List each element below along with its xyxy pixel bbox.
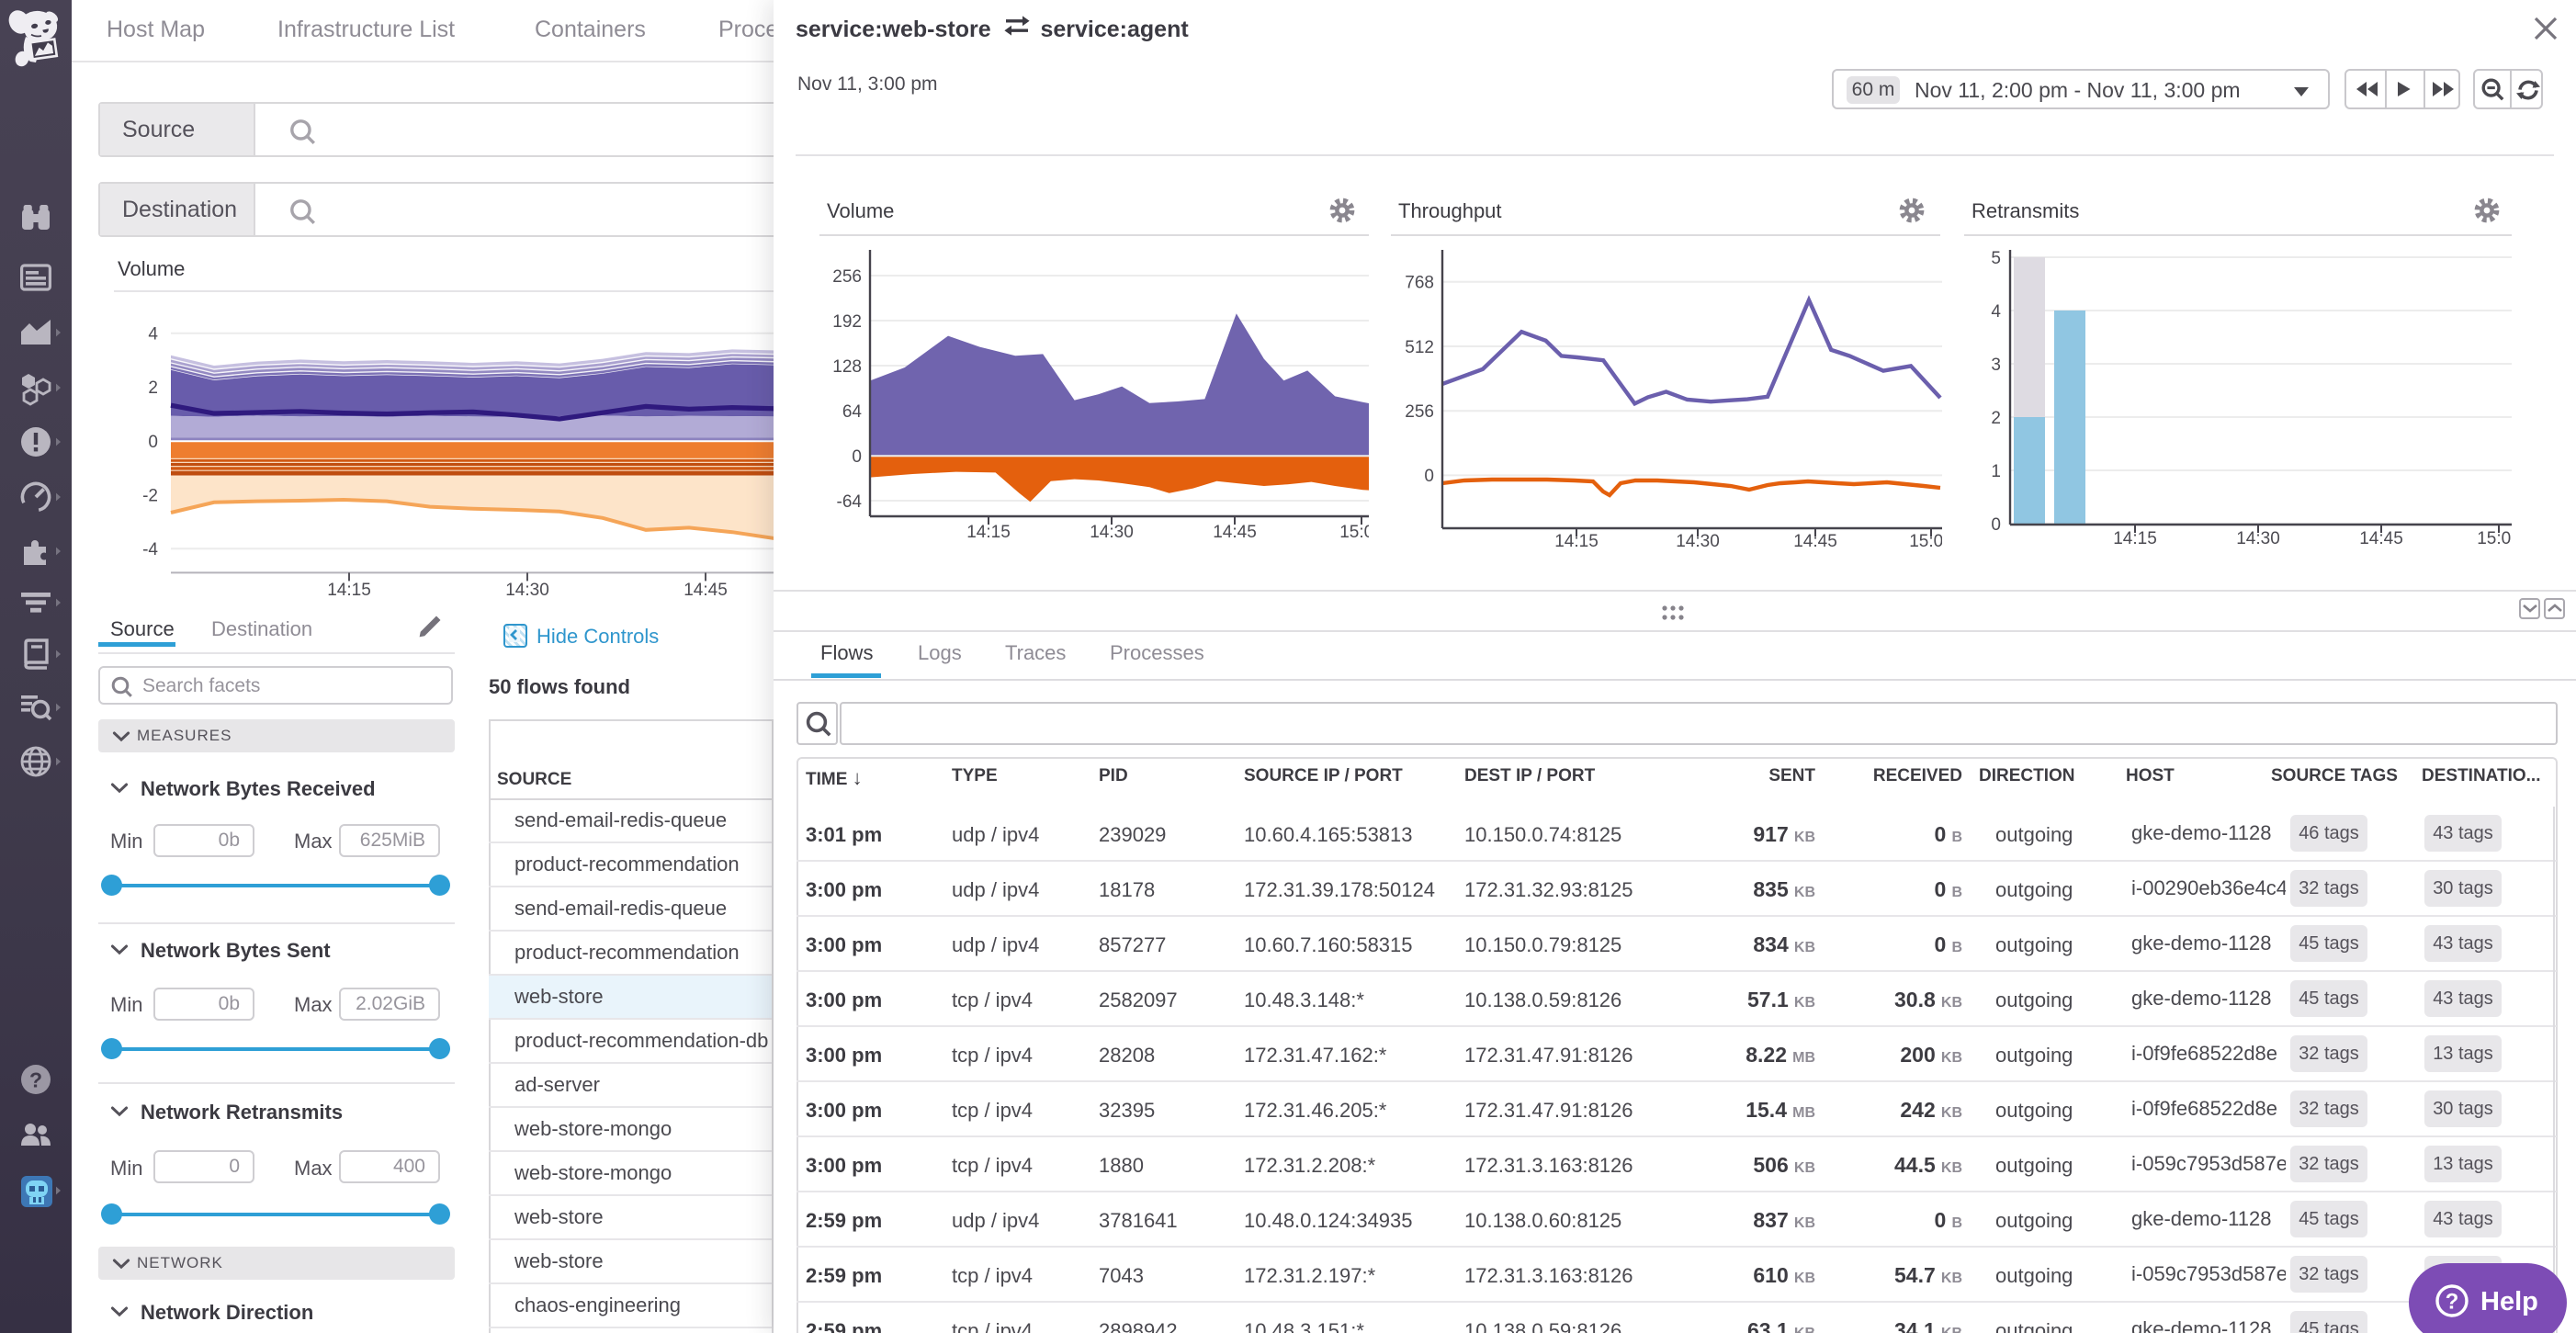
svg-text:14:15: 14:15 (2113, 529, 2157, 548)
svg-text:14:15: 14:15 (1554, 532, 1599, 551)
svg-text:0: 0 (1424, 467, 1434, 486)
svg-text:14:45: 14:45 (2359, 529, 2403, 548)
svg-text:1: 1 (1991, 462, 2001, 481)
svg-text:14:30: 14:30 (505, 581, 549, 600)
svg-text:2: 2 (1991, 409, 2001, 428)
svg-text:15:00: 15:00 (1339, 523, 1369, 542)
svg-text:14:30: 14:30 (1090, 523, 1134, 542)
svg-text:128: 128 (832, 357, 862, 377)
svg-text:192: 192 (832, 312, 862, 332)
svg-text:64: 64 (842, 402, 863, 422)
svg-text:-2: -2 (142, 486, 158, 505)
svg-text:4: 4 (148, 325, 158, 345)
svg-text:14:15: 14:15 (966, 523, 1011, 542)
svg-text:14:45: 14:45 (1793, 532, 1837, 551)
svg-text:0: 0 (1991, 515, 2001, 535)
svg-text:15:00: 15:00 (1909, 532, 1942, 551)
svg-text:5: 5 (1991, 249, 2001, 268)
svg-text:256: 256 (832, 267, 862, 287)
svg-text:14:45: 14:45 (1213, 523, 1257, 542)
svg-text:2: 2 (148, 378, 158, 398)
svg-text:-64: -64 (837, 492, 863, 512)
svg-text:14:45: 14:45 (684, 581, 728, 600)
svg-text:15:00: 15:00 (2477, 529, 2512, 548)
svg-text:0: 0 (148, 433, 158, 452)
svg-text:14:15: 14:15 (327, 581, 371, 600)
svg-text:?: ? (2446, 1289, 2459, 1314)
svg-text:256: 256 (1405, 402, 1434, 422)
svg-text:14:30: 14:30 (2236, 529, 2280, 548)
svg-text:-4: -4 (142, 540, 158, 559)
svg-text:768: 768 (1405, 274, 1434, 293)
svg-text:4: 4 (1991, 302, 2001, 322)
svg-text:0: 0 (852, 447, 862, 467)
svg-text:512: 512 (1405, 338, 1434, 357)
svg-text:3: 3 (1991, 356, 2001, 375)
svg-text:?: ? (29, 1068, 42, 1091)
svg-text:14:30: 14:30 (1676, 532, 1720, 551)
